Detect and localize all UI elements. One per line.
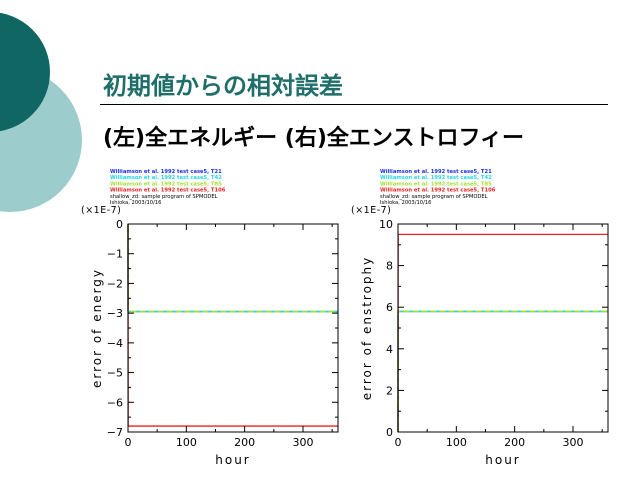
x-tick-label: 200 <box>504 436 525 449</box>
series-line-4 <box>397 233 608 433</box>
y-tick-label: −5 <box>107 367 123 380</box>
legend-entry: Williamson et al. 1992 test case5, T42 <box>110 175 222 181</box>
energy-error-figure: Williamson et al. 1992 test case5, T21Wi… <box>81 169 339 467</box>
series-line-2 <box>397 310 608 433</box>
legend-entry: Williamson et al. 1992 test case5, T21 <box>380 169 492 175</box>
legend-footer: Ishioka, 2003/10/16 <box>110 200 161 206</box>
legend-entry: Williamson et al. 1992 test case5, T85 <box>380 181 492 187</box>
dark-circle <box>0 12 50 132</box>
x-axis-label: hour <box>485 453 521 467</box>
x-axis-label: hour <box>215 453 251 467</box>
legend-footer: Ishioka, 2003/10/16 <box>380 200 431 206</box>
enstrophy-error-figure: Williamson et al. 1992 test case5, T21Wi… <box>351 169 609 467</box>
series-line-4 <box>127 223 338 427</box>
y-tick-label: −1 <box>107 248 123 261</box>
y-tick-label: 10 <box>379 218 393 231</box>
legend-footer: shallow_zd: sample program of SPMODEL <box>380 194 488 200</box>
series-line-2 <box>127 223 338 313</box>
x-tick-label: 100 <box>176 436 197 449</box>
series-line-3 <box>127 223 338 313</box>
y-tick-label: −6 <box>107 396 123 409</box>
y-tick-label: 8 <box>386 260 393 273</box>
y-tick-label: −7 <box>107 426 123 439</box>
legend-entry: Williamson et al. 1992 test case5, T106 <box>380 188 496 194</box>
y-tick-label: 6 <box>386 301 393 314</box>
series-line-3 <box>397 310 608 433</box>
y-tick-label: 0 <box>386 426 393 439</box>
axis-multiplier: (×1E-7) <box>351 205 391 216</box>
y-tick-label: −3 <box>107 307 123 320</box>
decorative-circles <box>0 12 82 212</box>
x-tick-label: 200 <box>234 436 255 449</box>
legend-entry: Williamson et al. 1992 test case5, T85 <box>110 181 222 187</box>
legend-entry: Williamson et al. 1992 test case5, T42 <box>380 175 492 181</box>
y-tick-label: −4 <box>107 337 123 350</box>
slide-subtitle: (左)全エネルギー (右)全エンストロフィー <box>103 126 524 151</box>
plot-frame <box>127 223 339 433</box>
y-axis-label: error of energy <box>90 268 104 388</box>
axis-multiplier: (×1E-7) <box>81 205 121 216</box>
x-tick-label: 300 <box>563 436 584 449</box>
y-axis-label: error of enstrophy <box>360 256 374 401</box>
legend-entry: Williamson et al. 1992 test case5, T21 <box>110 169 222 175</box>
plot-frame <box>397 223 609 433</box>
x-tick-label: 0 <box>395 436 402 449</box>
y-tick-label: 0 <box>116 218 123 231</box>
series-line-1 <box>397 310 608 433</box>
series-line-1 <box>127 223 338 313</box>
legend-entry: Williamson et al. 1992 test case5, T106 <box>110 188 226 194</box>
x-tick-label: 300 <box>293 436 314 449</box>
y-tick-label: −2 <box>107 277 123 290</box>
y-tick-label: 2 <box>386 384 393 397</box>
x-tick-label: 0 <box>125 436 132 449</box>
slide-title: 初期値からの相対誤差 <box>103 72 343 100</box>
legend-footer: shallow_zd: sample program of SPMODEL <box>110 194 218 200</box>
y-tick-label: 4 <box>386 343 393 356</box>
x-tick-label: 100 <box>446 436 467 449</box>
title-divider <box>100 104 608 105</box>
